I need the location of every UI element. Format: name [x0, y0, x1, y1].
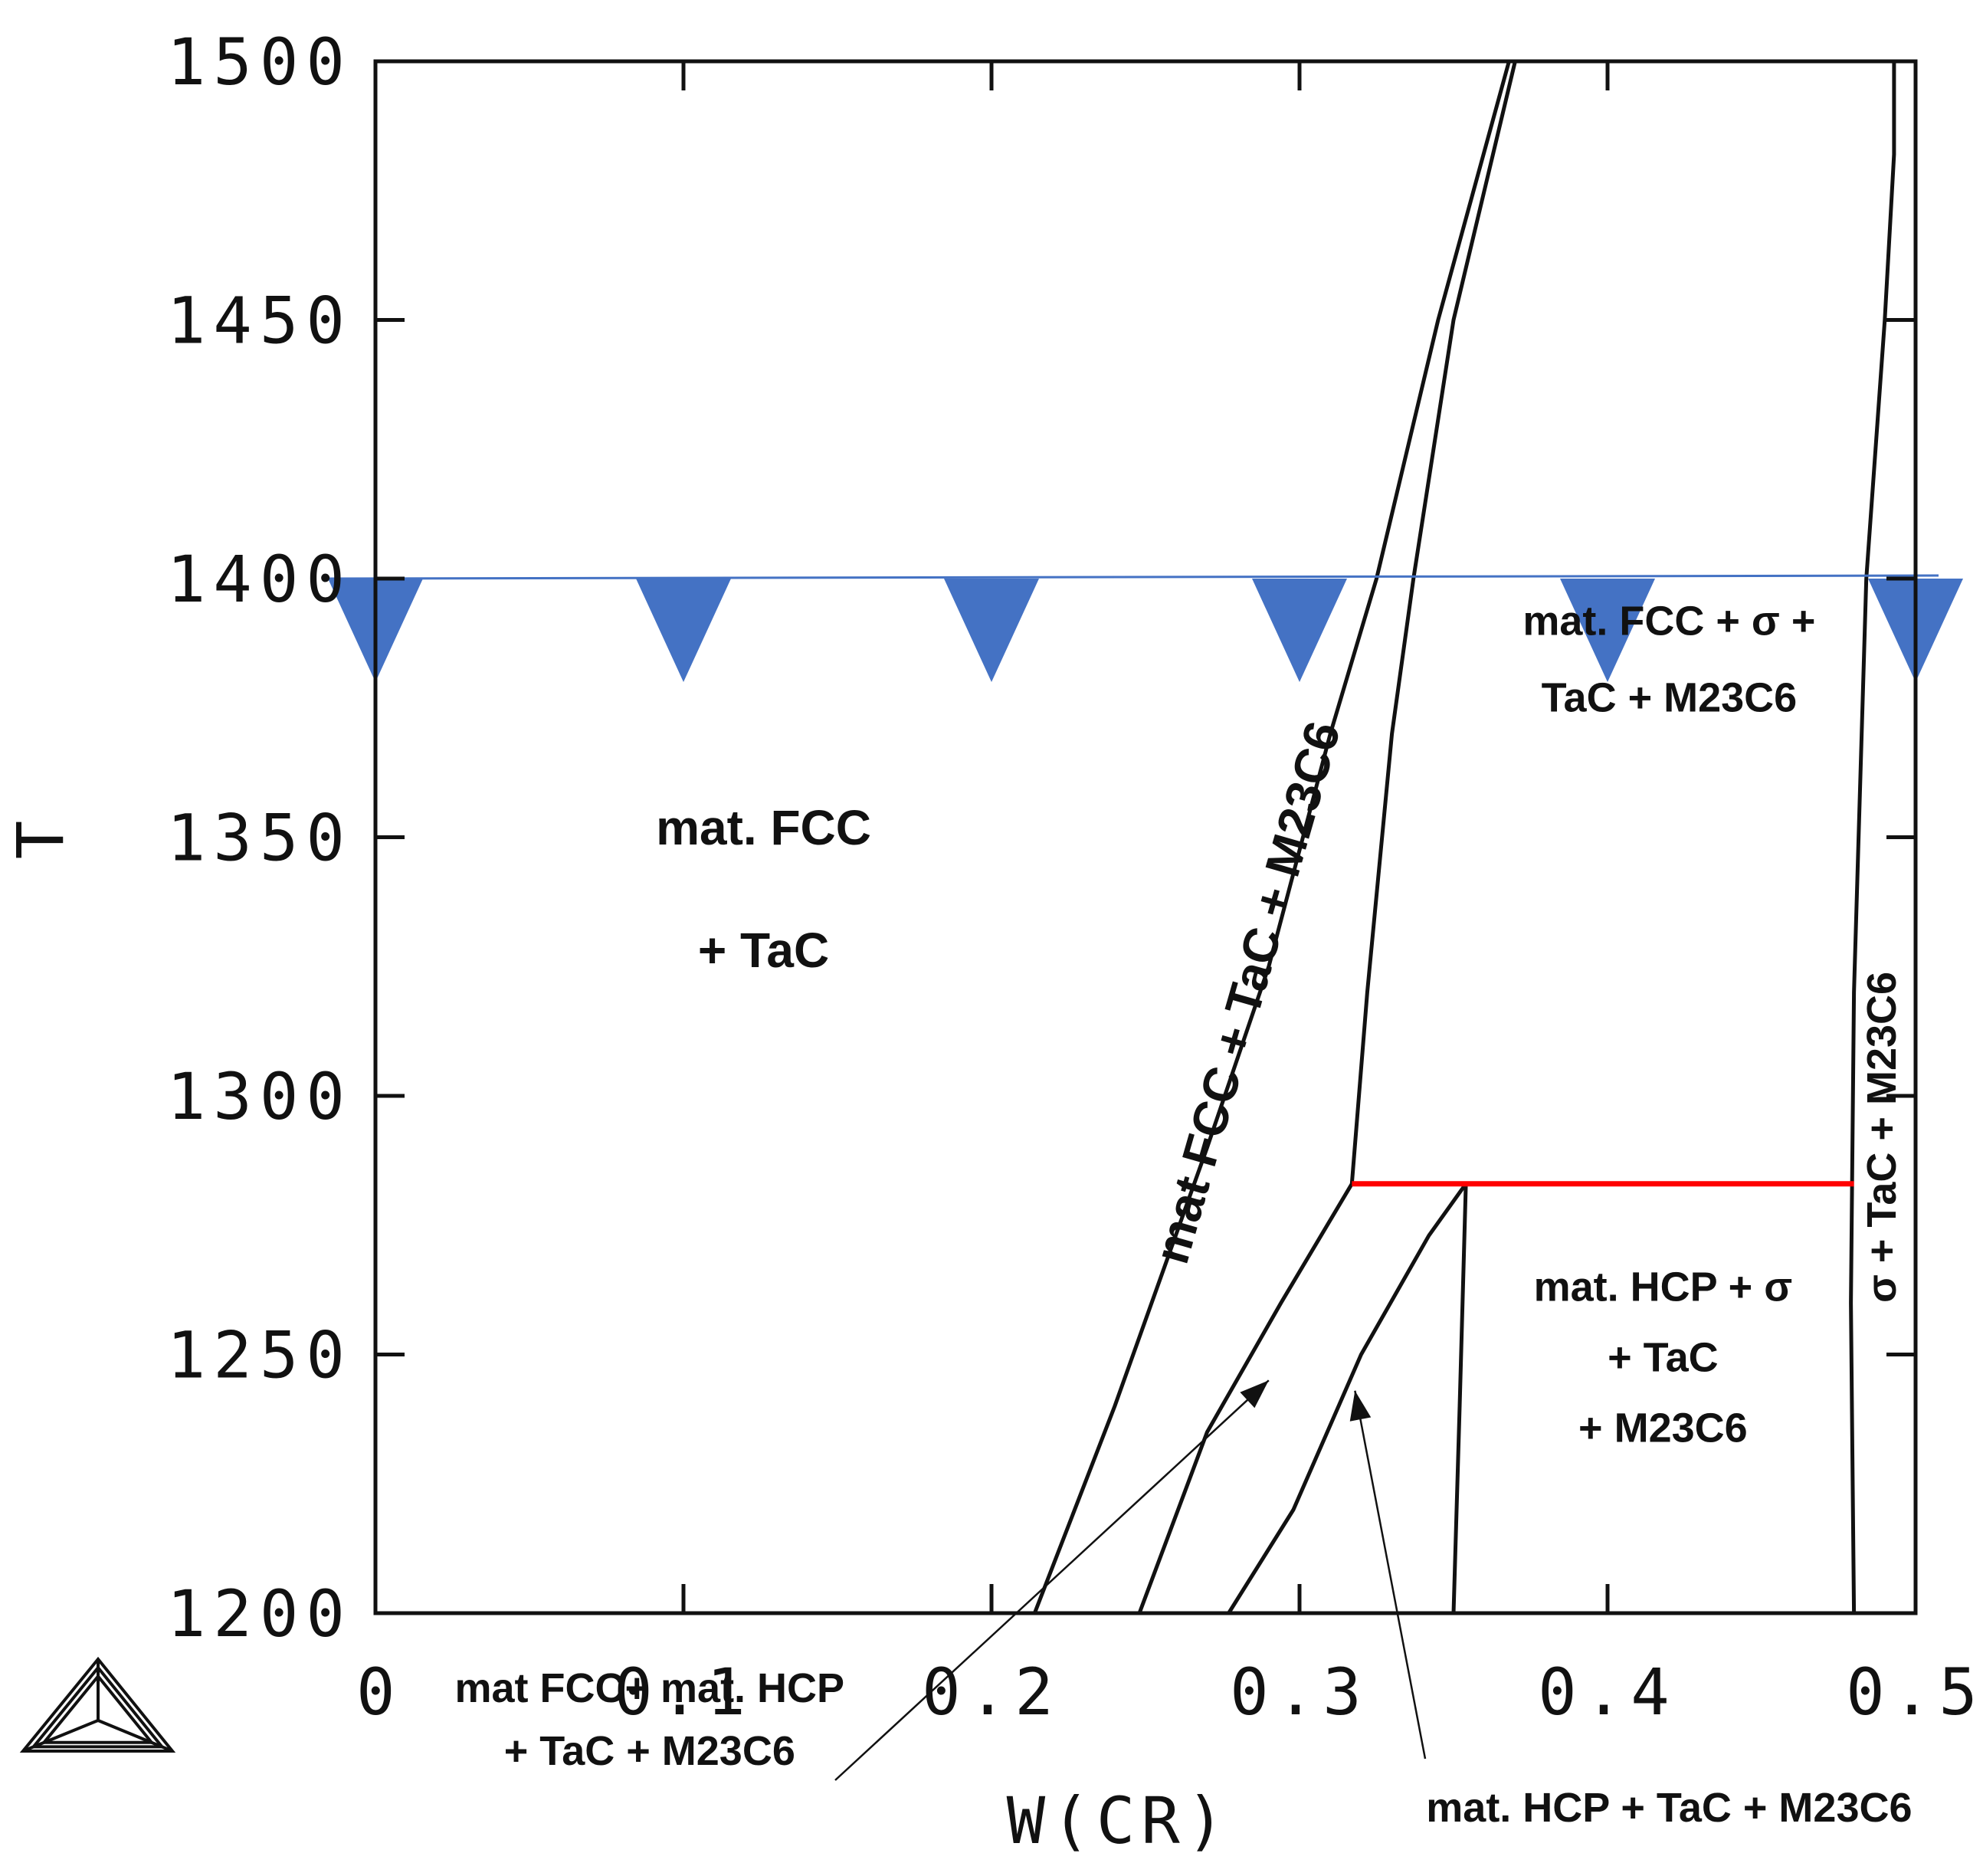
label-fcc-sigma-tac-m23c6: mat. FCC + σ + TaC + M23C6 — [1522, 598, 1815, 720]
y-tick-label: 1200 — [167, 1576, 352, 1651]
phase-boundary-2 — [1137, 61, 1517, 1614]
isopleth-marker-2 — [636, 579, 731, 682]
logo-triangle-1 — [19, 1656, 176, 1753]
y-tick-label: 1300 — [167, 1059, 352, 1134]
x-tick-label: 0.2 — [922, 1655, 1061, 1730]
label-hcp-sigma-tac-m23c6-line: + TaC — [1608, 1335, 1719, 1381]
label-sigma-tac-m23c6: σ + TaC + M23C6 — [1859, 972, 1905, 1303]
thermo-calc-logo-icon — [19, 1656, 176, 1753]
y-tick-label: 1400 — [167, 542, 352, 617]
isopleth-marker-4 — [1252, 579, 1347, 682]
label-hcp-sigma-tac-m23c6-line: mat. HCP + σ — [1534, 1264, 1793, 1310]
x-tick-label: 0.3 — [1230, 1655, 1369, 1730]
label-fcc-hcp-tac-m23c6-line: + TaC + M23C6 — [504, 1728, 795, 1774]
label-hcp-sigma-tac-m23c6-line: + M23C6 — [1578, 1405, 1748, 1451]
x-axis-title: W(CR) — [1007, 1783, 1231, 1858]
x-tick-label: 0.1 — [614, 1655, 753, 1730]
phase-boundary-1 — [1032, 61, 1511, 1614]
phase-boundaries — [1032, 61, 1896, 1615]
logo-triangle-3 — [41, 1674, 156, 1744]
label-fcc-sigma-tac-m23c6-line: TaC + M23C6 — [1542, 674, 1798, 720]
label-fcc-tac-line: + TaC — [698, 923, 829, 978]
label-fcc-tac-m23c6: mat FCC + TaC + M23C6 — [1143, 716, 1351, 1270]
annotation-arrow — [1354, 1390, 1427, 1760]
label-sigma-tac-m23c6-line: σ + TaC + M23C6 — [1859, 972, 1905, 1303]
annotation-arrowhead — [1240, 1380, 1269, 1409]
phase-boundary-5 — [1849, 61, 1896, 1614]
y-tick-label: 1450 — [167, 284, 352, 359]
isopleth-marker-3 — [944, 579, 1039, 682]
y-tick-label: 1500 — [167, 25, 352, 100]
label-fcc-tac: mat. FCC + TaC — [656, 800, 871, 978]
label-hcp-tac-m23c6-line: mat. HCP + TaC + M23C6 — [1426, 1785, 1912, 1831]
phase-boundary-3 — [1227, 1182, 1468, 1615]
y-tick-label: 1250 — [167, 1318, 352, 1393]
x-tick-label: 0.4 — [1538, 1655, 1677, 1730]
x-tick-label: 0.5 — [1846, 1655, 1983, 1730]
label-hcp-sigma-tac-m23c6: mat. HCP + σ + TaC + M23C6 — [1534, 1264, 1793, 1451]
label-hcp-tac-m23c6: mat. HCP + TaC + M23C6 — [1426, 1785, 1912, 1831]
plot-frame-group — [373, 59, 1918, 1615]
annotation-arrowhead — [1349, 1390, 1372, 1422]
y-tick-label: 1350 — [167, 801, 352, 876]
logo-spoke-2 — [97, 1719, 173, 1753]
y-axis-title: T — [3, 815, 78, 860]
isopleth-line — [329, 574, 1939, 580]
annotation-arrow — [834, 1379, 1270, 1781]
phase-boundary-4 — [1451, 1183, 1468, 1614]
isopleth-marker-5 — [1560, 579, 1655, 682]
logo-spoke-1 — [22, 1719, 99, 1753]
label-fcc-tac-line: mat. FCC — [656, 800, 871, 855]
logo-triangle-2 — [30, 1665, 166, 1749]
label-fcc-hcp-tac-m23c6-line: mat FCC+ mat. HCP — [454, 1665, 844, 1711]
tick-labels: 0 0.1 0.2 0.3 0.4 0.5 1200 1250 1300 1350 1400 1450… — [3, 25, 1983, 1858]
label-fcc-hcp-tac-m23c6: mat FCC+ mat. HCP + TaC + M23C6 — [454, 1665, 844, 1774]
label-fcc-tac-m23c6-line: mat FCC + TaC + M23C6 — [1143, 716, 1351, 1270]
label-fcc-sigma-tac-m23c6-line: mat. FCC + σ + — [1522, 598, 1815, 644]
x-tick-label: 0 — [356, 1655, 403, 1730]
